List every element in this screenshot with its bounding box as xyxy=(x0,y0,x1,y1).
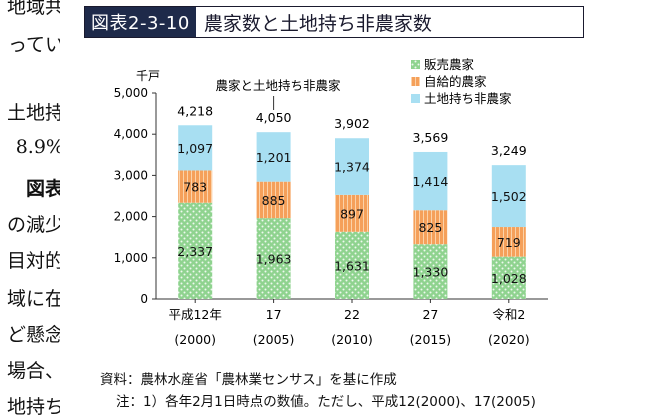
bar-segment xyxy=(413,244,448,299)
bar-total-label: 3,902 xyxy=(334,116,370,131)
article-line: 目対的 xyxy=(6,250,60,272)
bar-value-label: 1,963 xyxy=(256,252,292,267)
bar-segment xyxy=(491,256,526,299)
x-tick-label: 17 xyxy=(266,307,282,322)
legend-swatch xyxy=(411,94,420,103)
y-tick-label: 5,000 xyxy=(114,86,148,100)
x-tick-label: 27 xyxy=(422,307,438,322)
bar-value-label: 1,414 xyxy=(413,174,449,189)
bar-total-label: 4,218 xyxy=(177,103,213,118)
x-tick-year-label: (2005) xyxy=(253,332,295,347)
bar-segment xyxy=(335,138,369,195)
article-line: 図表 xyxy=(25,178,60,200)
article-line: の減少 xyxy=(6,214,60,236)
bar-segment xyxy=(256,132,291,182)
bar-segment xyxy=(413,151,448,211)
source-note: 資料：農林水産省「農林業センサス」を基に作成 xyxy=(100,372,397,388)
annotation-label: 農家と土地持ち非農家 xyxy=(215,78,341,93)
x-tick-year-label: (2020) xyxy=(488,332,530,347)
y-unit-label: 千戸 xyxy=(136,69,160,83)
article-line: 地域共 xyxy=(6,0,60,18)
bar-segment xyxy=(491,227,526,257)
bar-value-label: 1,097 xyxy=(177,141,213,156)
bar-segment xyxy=(178,170,213,203)
y-tick-label: 4,000 xyxy=(114,127,148,141)
bar-segment xyxy=(178,125,213,171)
article-line: ってい xyxy=(7,34,60,56)
bar-segment xyxy=(335,194,369,232)
legend-swatch xyxy=(411,60,420,69)
bar-segment xyxy=(335,231,369,299)
bar-total-label: 3,249 xyxy=(491,143,527,158)
x-tick-label: 令和2 xyxy=(492,307,525,322)
background-article-text: 地域共 ってい 土地持 8.9% 図表 の減少 目対的 域に在 ど懸念 場合、 … xyxy=(0,0,60,416)
figure-number: 図表2-3-10 xyxy=(85,7,196,37)
legend-label: 販売農家 xyxy=(424,57,475,72)
bar-value-label: 1,330 xyxy=(413,265,449,280)
y-tick-label: 2,000 xyxy=(114,210,148,224)
article-line: 土地持 xyxy=(6,102,60,124)
bar-value-label: 885 xyxy=(262,193,286,208)
article-line: ど懸念 xyxy=(6,324,60,346)
bar-segment xyxy=(256,181,291,219)
x-tick-label: 22 xyxy=(344,307,360,322)
legend-swatch xyxy=(411,77,420,86)
y-tick-label: 0 xyxy=(140,292,148,306)
legend-label: 土地持ち非農家 xyxy=(424,91,512,106)
bar-value-label: 783 xyxy=(183,180,207,195)
bar-value-label: 897 xyxy=(340,206,364,221)
bar-total-label: 3,569 xyxy=(413,130,449,145)
y-tick-label: 3,000 xyxy=(114,168,148,182)
bar-value-label: 1,502 xyxy=(491,189,527,204)
bar-value-label: 719 xyxy=(497,235,521,250)
legend-label: 自給的農家 xyxy=(424,74,487,89)
x-tick-year-label: (2015) xyxy=(410,332,452,347)
article-line: 域に在 xyxy=(6,288,60,310)
bar-value-label: 1,201 xyxy=(256,150,292,165)
bar-segment xyxy=(178,202,213,299)
x-tick-year-label: (2000) xyxy=(174,332,216,347)
figure-title: 農家数と土地持ち非農家数 xyxy=(203,12,432,35)
bar-value-label: 1,631 xyxy=(334,258,370,273)
bar-total-label: 4,050 xyxy=(256,110,292,125)
article-line: 8.9% xyxy=(15,136,60,158)
footnote: 注：1）各年2月1日時点の数値。ただし、平成12(2000)、17(2005) xyxy=(116,394,536,410)
x-tick-label: 平成12年 xyxy=(168,307,221,322)
bar-value-label: 2,337 xyxy=(177,244,213,259)
bar-segment xyxy=(413,210,448,245)
article-line: 地持ち xyxy=(6,396,60,416)
y-tick-label: 1,000 xyxy=(114,251,148,265)
bar-value-label: 1,374 xyxy=(334,160,370,175)
article-line: 場合、 xyxy=(6,360,60,382)
figure-title-box: 図表2-3-10 農家数と土地持ち非農家数 xyxy=(84,6,584,38)
bar-value-label: 825 xyxy=(418,220,442,235)
bar-segment xyxy=(256,218,291,299)
bar-value-label: 1,028 xyxy=(491,271,527,286)
bar-segment xyxy=(491,165,526,228)
x-tick-year-label: (2010) xyxy=(331,332,373,347)
